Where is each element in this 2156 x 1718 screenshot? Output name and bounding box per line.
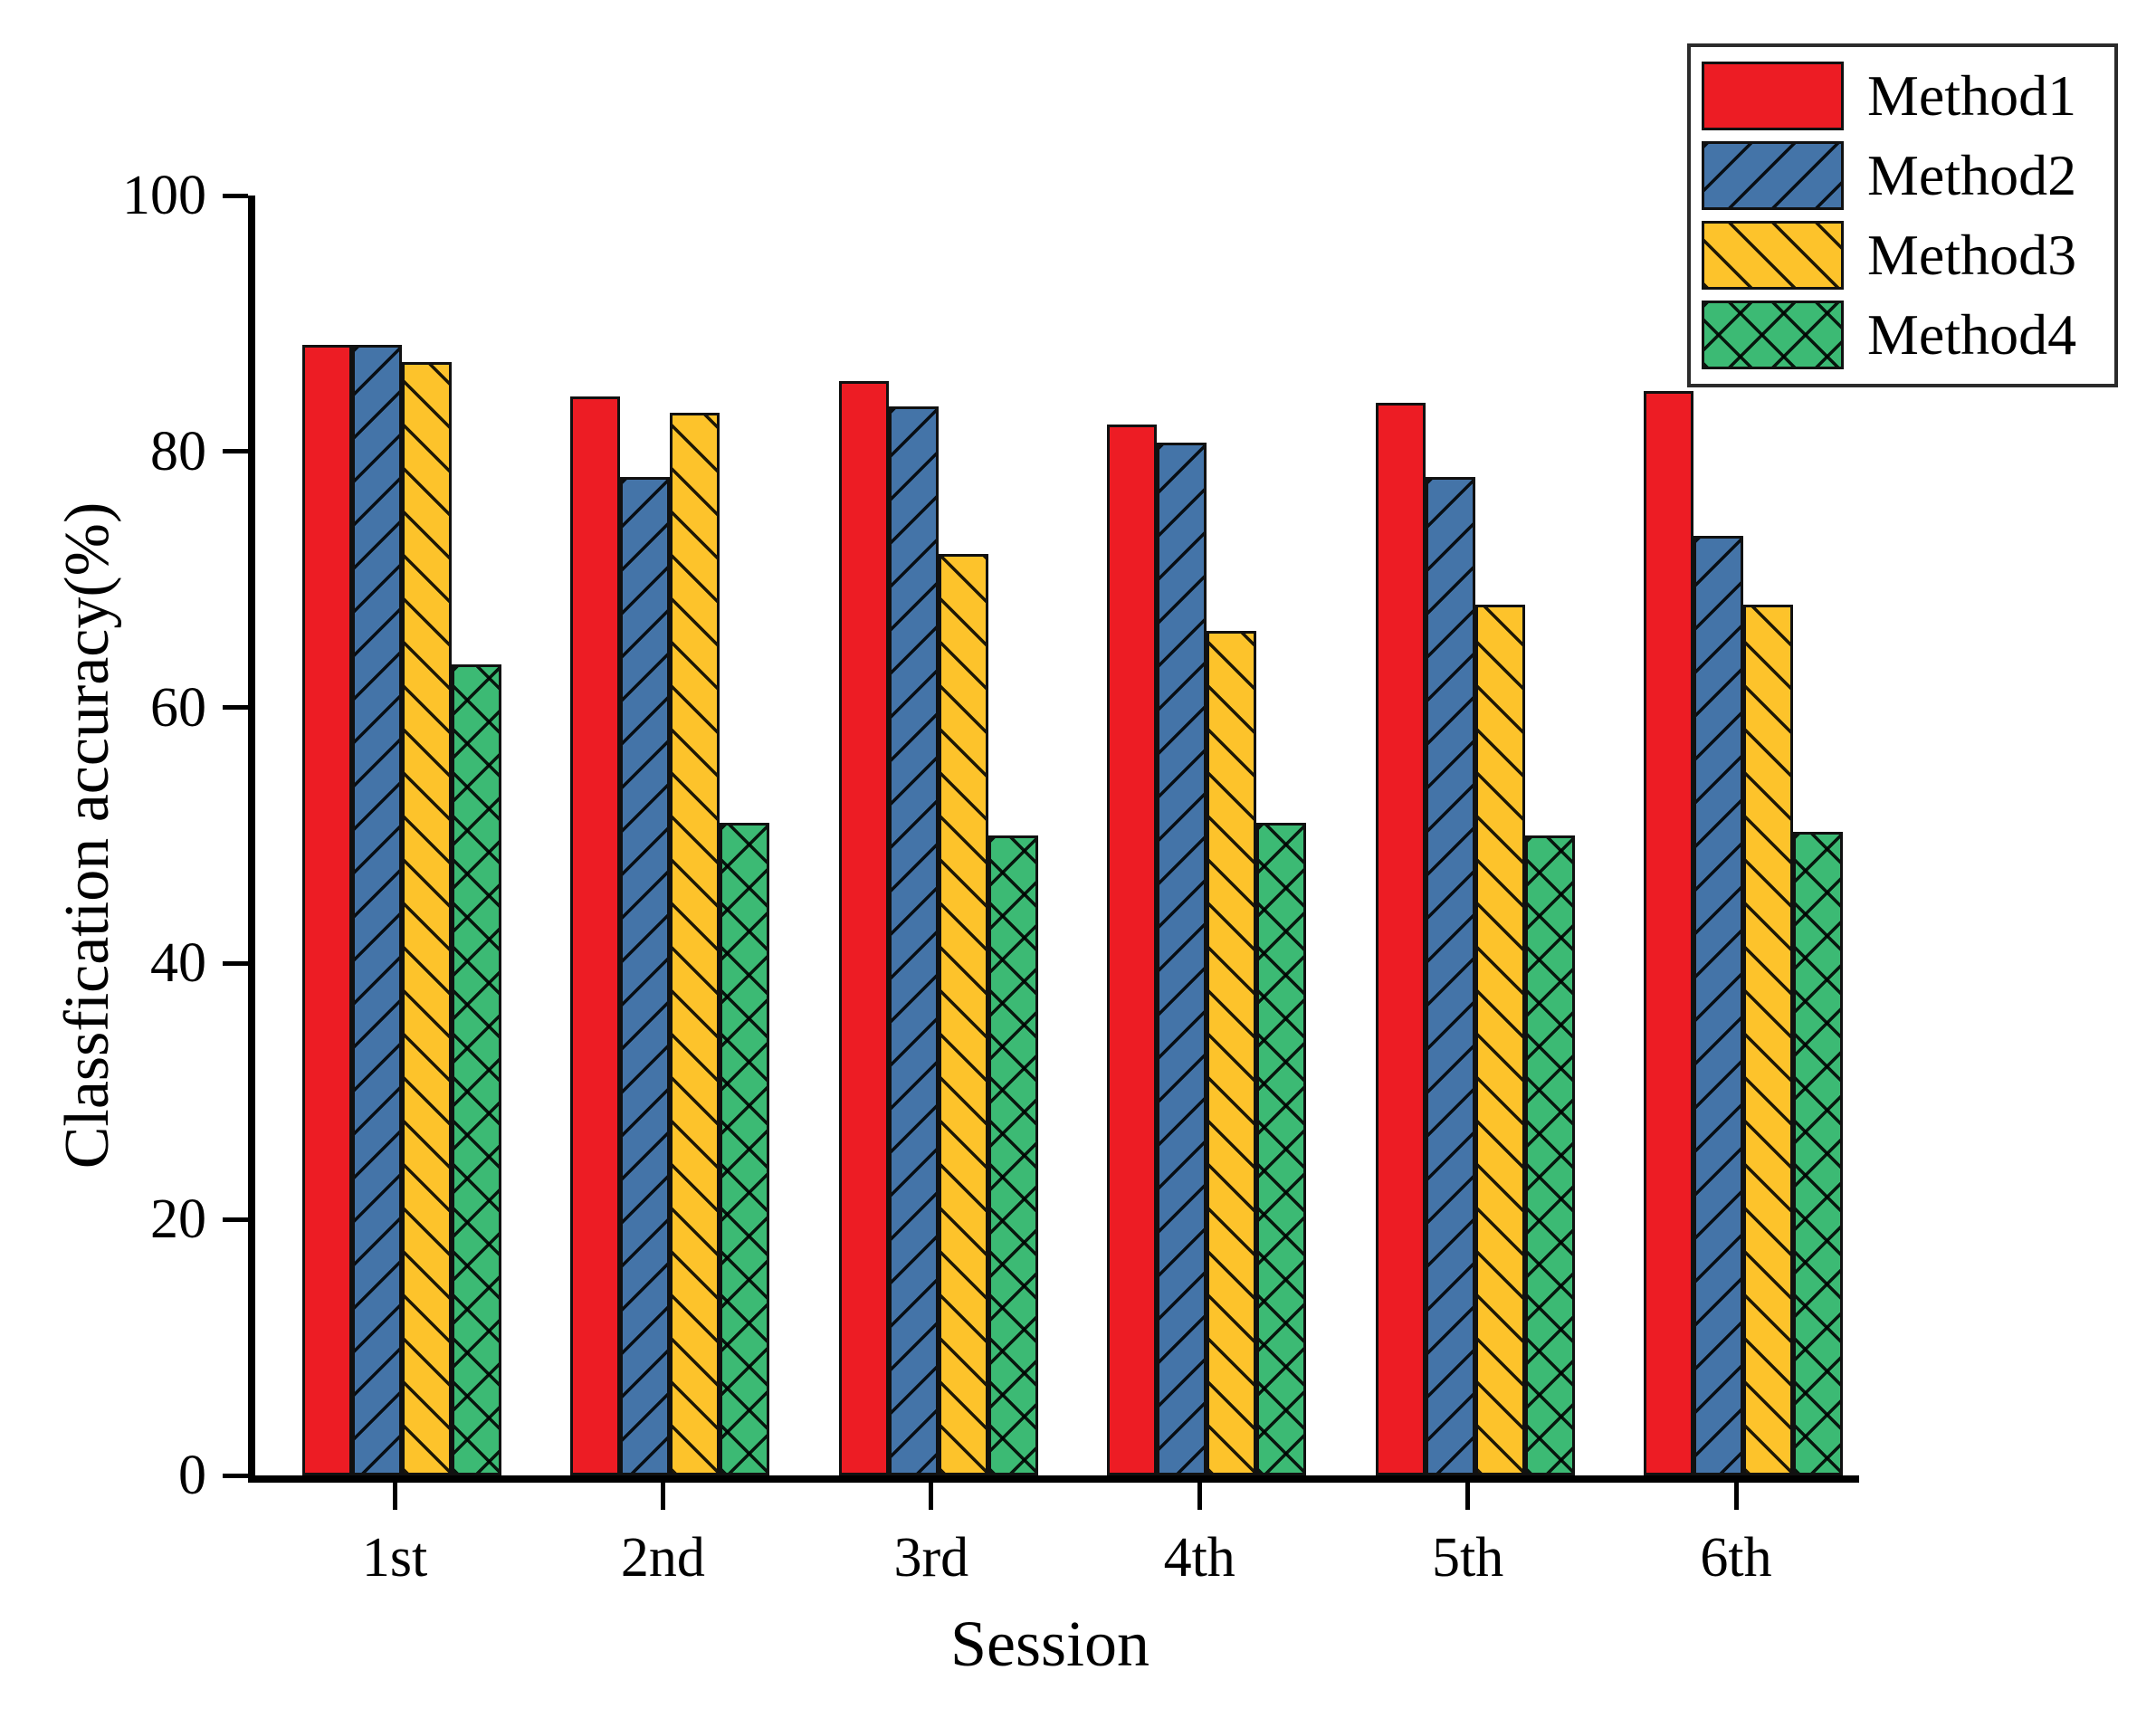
x-axis-label: Session (949, 1608, 1150, 1680)
x-tick-5th (1465, 1483, 1471, 1510)
bar-method2-4th (1157, 443, 1207, 1475)
x-tick-2nd (660, 1483, 665, 1510)
bar-method3-4th (1207, 631, 1257, 1475)
y-tick-80 (223, 449, 248, 454)
x-tick-label-6th: 6th (1700, 1527, 1772, 1589)
bar-method3-1st (402, 362, 452, 1475)
x-tick-4th (1197, 1483, 1202, 1510)
bar-method3-5th (1474, 605, 1525, 1475)
bar-method3-3rd (938, 554, 988, 1475)
bar-method2-5th (1425, 477, 1475, 1475)
bar-method2-3rd (888, 406, 939, 1475)
bar-method1-5th (1375, 403, 1426, 1475)
y-axis-label: Classfication accuracy(%) (52, 501, 122, 1169)
x-tick-label-2nd: 2nd (620, 1527, 705, 1589)
x-tick-label-5th: 5th (1431, 1527, 1504, 1589)
legend-swatch-method3 (1702, 221, 1844, 290)
legend-swatch-method1 (1702, 62, 1844, 130)
plot-area (248, 196, 1859, 1483)
legend-row-method4: Method4 (1702, 295, 2114, 375)
x-tick-6th (1733, 1483, 1739, 1510)
bar-method2-1st (352, 345, 402, 1475)
bar-method3-2nd (670, 413, 720, 1475)
bar-method1-2nd (570, 396, 621, 1475)
legend-swatch-method2 (1702, 141, 1844, 210)
y-tick-label-40: 40 (150, 932, 206, 995)
legend-row-method2: Method2 (1702, 136, 2114, 215)
legend-row-method1: Method1 (1702, 56, 2114, 136)
x-tick-1st (392, 1483, 397, 1510)
bar-method1-1st (302, 345, 352, 1475)
bar-method1-3rd (838, 381, 889, 1475)
y-tick-label-0: 0 (178, 1445, 206, 1506)
legend-row-method3: Method3 (1702, 215, 2114, 295)
x-tick-3rd (929, 1483, 934, 1510)
bar-method4-6th (1793, 832, 1843, 1475)
legend-label-method3: Method3 (1867, 223, 2077, 287)
y-tick-label-60: 60 (150, 676, 206, 739)
legend-label-method1: Method1 (1867, 63, 2077, 128)
bar-method4-1st (452, 664, 501, 1475)
bar-method4-4th (1256, 823, 1307, 1475)
bar-method1-6th (1644, 391, 1693, 1475)
y-tick-60 (223, 705, 248, 711)
y-tick-label-100: 100 (122, 165, 206, 226)
y-tick-100 (223, 193, 248, 198)
y-tick-40 (223, 960, 248, 966)
bar-method2-2nd (620, 477, 671, 1475)
bar-method4-2nd (720, 823, 770, 1475)
bar-method4-5th (1524, 835, 1575, 1475)
legend-label-method2: Method2 (1867, 143, 2077, 207)
legend: Method1 Method2 Method3 Method4 (1687, 43, 2118, 387)
bar-method1-4th (1107, 425, 1158, 1475)
y-tick-label-20: 20 (150, 1188, 206, 1251)
y-tick-label-80: 80 (150, 420, 206, 482)
x-tick-label-3rd: 3rd (893, 1527, 969, 1589)
bar-method3-6th (1743, 605, 1793, 1475)
y-tick-20 (223, 1217, 248, 1222)
x-tick-label-4th: 4th (1163, 1527, 1235, 1589)
y-tick-0 (223, 1473, 248, 1478)
legend-label-method4: Method4 (1867, 302, 2077, 367)
legend-swatch-method4 (1702, 301, 1844, 369)
bar-method2-6th (1693, 536, 1743, 1475)
x-tick-label-1st: 1st (361, 1527, 428, 1589)
bar-method4-3rd (987, 835, 1038, 1475)
